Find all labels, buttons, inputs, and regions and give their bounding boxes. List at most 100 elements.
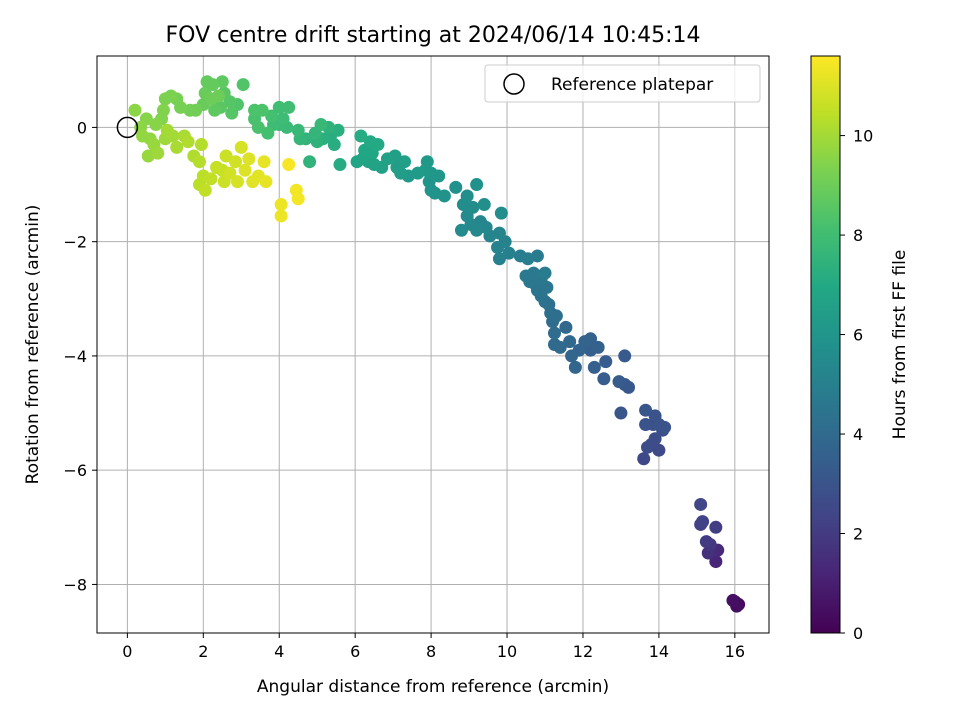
plot-frame [96,55,770,634]
data-point [587,360,601,374]
data-point [229,155,243,169]
data-point [639,417,653,431]
x-tick-label: 6 [350,642,360,661]
x-tick-label: 4 [274,642,284,661]
data-point [208,103,222,117]
data-point [198,183,212,197]
data-point [637,452,651,466]
colorbar [810,55,841,634]
data-point [449,180,463,194]
data-point [259,175,273,189]
data-point [527,266,541,280]
data-point [291,123,305,137]
colorbar-tick-label: 0 [853,624,863,643]
data-point [234,140,248,154]
data-point [652,443,666,457]
data-point [547,326,561,340]
data-point [565,349,579,363]
data-point [420,155,434,169]
data-point [193,155,207,169]
x-tick-label: 16 [725,642,745,661]
data-point [597,372,611,386]
data-point [151,146,165,160]
data-point [502,246,516,260]
data-point [460,189,474,203]
data-point [354,129,368,143]
data-point [559,320,573,334]
data-point [276,112,290,126]
data-point [538,266,552,280]
reference-marker-layer [116,116,139,139]
data-point [350,155,364,169]
data-point [363,135,377,149]
data-point [211,89,225,103]
colorbar-ticks: 0 2 4 6 8 10 [840,127,873,643]
data-point [170,140,184,154]
axis-ticks: 0 2 4 6 8 10 12 14 16 −8 −6 −4 −2 0 [63,118,745,661]
legend-reference-marker [503,73,525,95]
colorbar-tick-label: 2 [853,525,863,544]
data-point [166,129,180,143]
data-point [194,138,208,152]
data-point [333,158,347,172]
data-point [242,152,256,166]
legend-reference-label: Reference platepar [551,75,713,95]
data-point [513,249,527,263]
data-point [158,92,172,106]
data-point [274,198,288,212]
colorbar-tick-label: 4 [853,425,863,444]
y-tick-label: 0 [77,118,87,137]
data-point [204,172,218,186]
data-point [477,198,491,212]
data-point [694,497,708,511]
data-point [265,109,279,123]
data-point [261,126,275,140]
data-point [257,155,271,169]
data-point [248,103,262,117]
data-point [648,409,662,423]
y-tick-label: −4 [63,347,87,366]
data-point [618,349,632,363]
x-axis-label: Angular distance from reference (arcmin) [257,677,609,697]
data-point [282,158,296,172]
data-point [492,252,506,266]
data-point [568,360,582,374]
x-tick-label: 14 [649,642,669,661]
x-tick-label: 2 [198,642,208,661]
colorbar-tick-label: 8 [853,226,863,245]
data-point [230,175,244,189]
data-point [272,100,286,114]
x-tick-label: 0 [122,642,132,661]
data-point [622,380,636,394]
legend: Reference platepar [484,64,761,103]
data-point [563,335,577,349]
data-point [274,209,288,223]
grid-lines [97,56,769,633]
data-point [726,593,740,607]
data-point [658,420,672,434]
data-point [641,440,655,454]
data-point [398,155,412,169]
data-point [547,338,561,351]
data-point [454,223,468,237]
data-point [291,192,305,206]
data-point [591,340,605,354]
data-point [612,375,626,389]
reference-platepar-marker [116,116,139,139]
data-point [494,206,508,220]
scatter-points [128,75,746,613]
data-point [128,103,142,117]
data-point [181,135,195,149]
legend-box [484,64,761,103]
data-point [696,515,710,529]
data-point [303,155,317,169]
data-point [699,535,713,549]
data-point [149,118,163,132]
data-point [599,355,613,369]
y-tick-label: −6 [63,461,87,480]
data-point [238,163,252,177]
chart-title: FOV centre drift starting at 2024/06/14 … [166,23,701,48]
x-tick-label: 12 [573,642,593,661]
data-point [639,403,653,417]
